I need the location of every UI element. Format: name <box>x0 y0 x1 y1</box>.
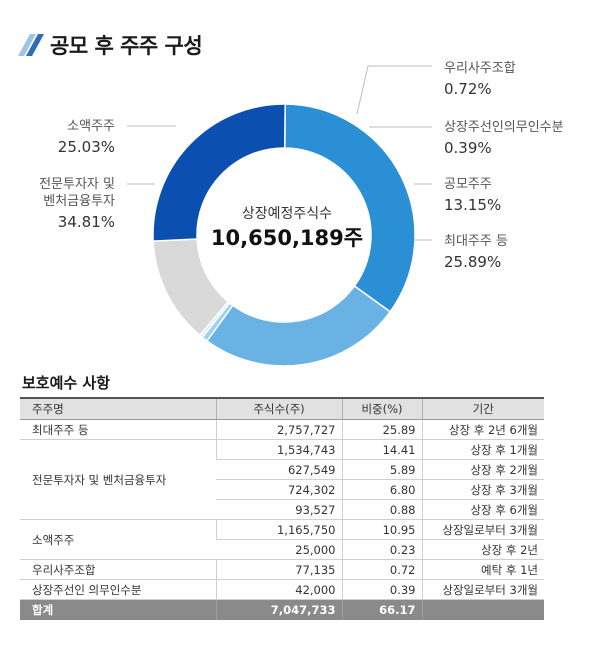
period-cell: 상장 후 2년 6개월 <box>421 419 544 440</box>
total-label: 합계 <box>20 599 216 620</box>
table-row: 전문투자자 및 벤처금융투자 1,534,743 14.41 상장 후 1개월 <box>20 439 544 520</box>
ratio-cell: 0.39 <box>341 579 422 600</box>
slice-label-largest: 최대주주 등 <box>444 234 508 249</box>
header-ratio: 비중(%) <box>341 397 422 420</box>
period-cell: 상장 후 2년 <box>421 539 544 560</box>
holder-name: 소액주주 <box>20 519 216 560</box>
ratio-cell: 10.95 <box>341 519 422 540</box>
shares-cell: 25,000 <box>216 539 342 560</box>
slice-pct-ipo: 13.15% <box>444 196 502 214</box>
holder-name: 상장주선인 의무인수분 <box>20 579 216 600</box>
ratio-cell: 0.23 <box>341 539 422 560</box>
slice-pct-underwriter: 0.39% <box>444 139 492 157</box>
slice-label-institutional-line1: 전문투자자 및 <box>39 177 115 192</box>
holder-name: 전문투자자 및 벤처금융투자 <box>20 439 216 520</box>
table-row: 최대주주 등 2,757,727 25.89 상장 후 2년 6개월 <box>20 419 544 440</box>
ratio-cell: 25.89 <box>341 419 422 440</box>
table-row: 소액주주 1,165,750 10.95 상장일로부터 3개월 <box>20 519 544 560</box>
period-cell: 상장일로부터 3개월 <box>421 579 544 600</box>
lockup-header-row: 주주명 주식수(주) 비중(%) 기간 <box>20 397 544 420</box>
donut-slice-4 <box>284 103 416 313</box>
shares-cell: 627,549 <box>216 459 342 480</box>
donut-center-label: 상장예정주식수 <box>241 206 333 222</box>
period-cell: 상장 후 1개월 <box>421 439 544 460</box>
table-row: 724,302 6.80 상장 후 3개월 <box>20 479 544 500</box>
shares-cell: 1,534,743 <box>215 439 342 460</box>
slice-label-institutional-line2: 벤처금융투자 <box>43 194 115 209</box>
period-cell: 상장 후 6개월 <box>421 499 544 520</box>
slice-label-minority: 소액주주 <box>67 119 115 134</box>
holder-name: 최대주주 등 <box>20 419 216 440</box>
total-period <box>421 599 544 620</box>
shares-cell: 93,527 <box>216 499 342 520</box>
period-cell: 상장 후 2개월 <box>421 459 544 480</box>
period-cell: 예탁 후 1년 <box>421 559 544 580</box>
slice-pct-employee: 0.72% <box>444 80 492 98</box>
shares-cell: 724,302 <box>216 479 342 500</box>
ratio-cell: 14.41 <box>341 439 422 460</box>
period-cell: 상장 후 3개월 <box>421 479 544 500</box>
table-row: 상장주선인 의무인수분 42,000 0.39 상장일로부터 3개월 <box>20 579 544 600</box>
holder-name: 우리사주조합 <box>20 559 216 580</box>
ratio-cell: 5.89 <box>341 459 422 480</box>
shares-cell: 77,135 <box>215 559 342 580</box>
leader-line-employee <box>356 65 432 115</box>
table-row: 627,549 5.89 상장 후 2개월 <box>20 459 544 480</box>
ratio-cell: 0.88 <box>341 499 422 520</box>
header-holder: 주주명 <box>20 397 216 420</box>
period-cell: 상장일로부터 3개월 <box>421 519 544 540</box>
donut-slice-5 <box>205 284 392 367</box>
table-row: 25,000 0.23 상장 후 2년 <box>20 539 544 560</box>
title-slash-icon <box>18 34 44 56</box>
header-shares: 주식수(주) <box>215 397 342 420</box>
lockup-section-title: 보호예수 사항 <box>22 374 111 392</box>
slice-pct-largest: 25.89% <box>444 253 502 271</box>
slice-label-underwriter: 상장주선인의무인수분 <box>444 120 564 135</box>
donut-center-value: 10,650,189주 <box>210 226 364 250</box>
header-period: 기간 <box>421 397 544 420</box>
lockup-table: 주주명 주식수(주) 비중(%) 기간 최대주주 등 2,757,727 25.… <box>20 397 544 620</box>
page-title: 공모 후 주주 구성 <box>50 34 203 58</box>
total-ratio: 66.17 <box>341 599 422 620</box>
slice-pct-institutional: 34.81% <box>57 213 115 231</box>
slice-label-employee: 우리사주조합 <box>444 61 516 76</box>
table-total-row: 합계 7,047,733 66.17 <box>20 599 544 620</box>
total-shares: 7,047,733 <box>215 599 342 620</box>
shares-cell: 1,165,750 <box>215 519 342 540</box>
ratio-cell: 6.80 <box>341 479 422 500</box>
slice-label-ipo: 공모주주 <box>444 177 492 192</box>
table-row: 93,527 0.88 상장 후 6개월 <box>20 499 544 520</box>
shareholder-donut-chart <box>127 65 432 367</box>
table-row: 우리사주조합 77,135 0.72 예탁 후 1년 <box>20 559 544 580</box>
ratio-cell: 0.72 <box>341 559 422 580</box>
slice-pct-minority: 25.03% <box>57 138 115 156</box>
shares-cell: 2,757,727 <box>215 419 342 440</box>
shares-cell: 42,000 <box>215 579 342 600</box>
